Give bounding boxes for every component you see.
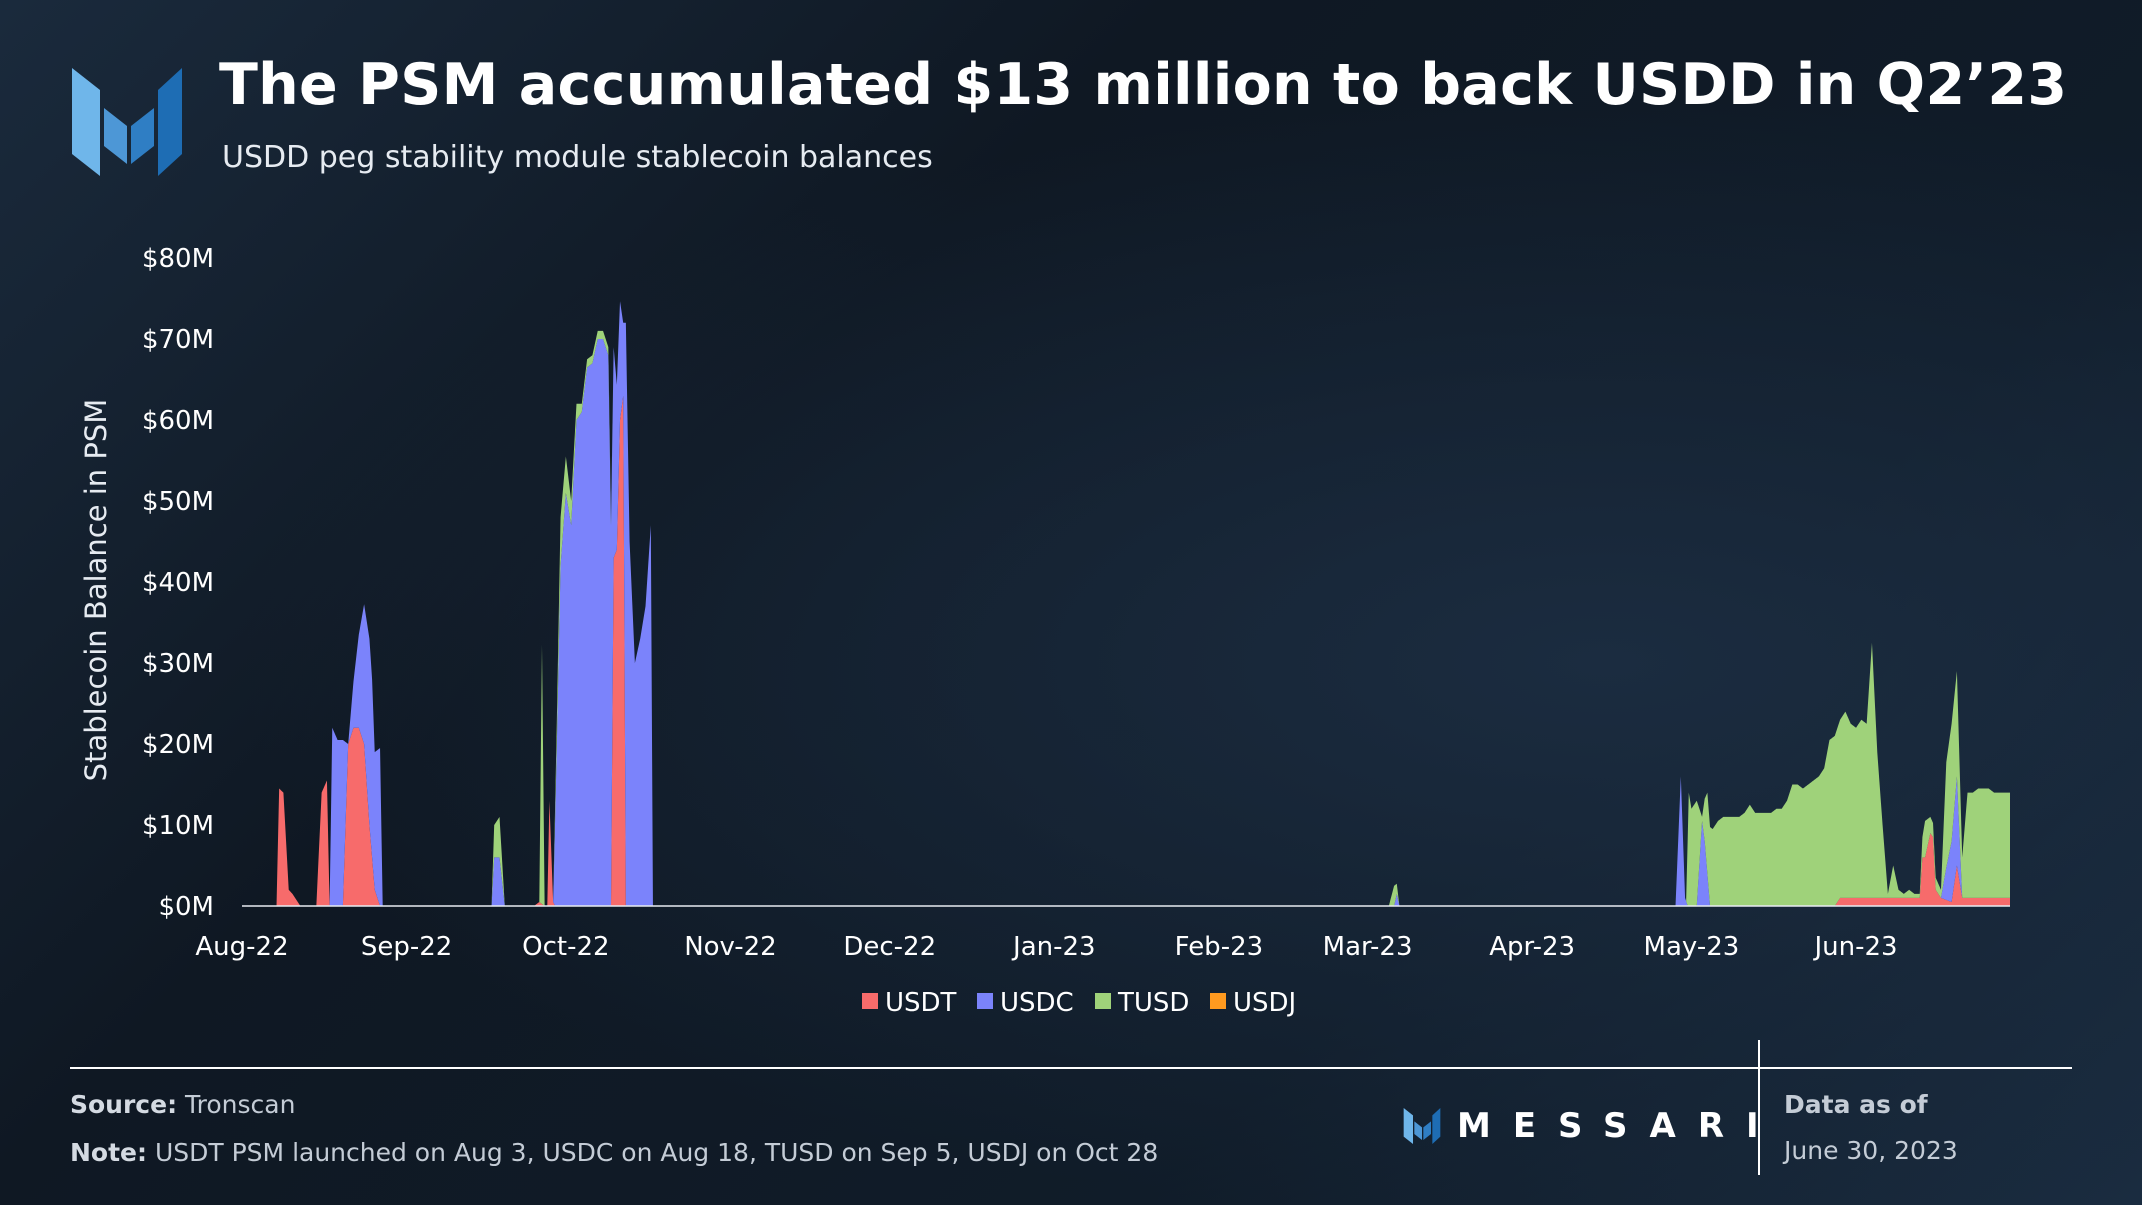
footer-divider xyxy=(70,1067,2072,1069)
chart-title: The PSM accumulated $13 million to back … xyxy=(219,52,2068,118)
x-tick-label: Sep-22 xyxy=(361,932,452,962)
y-tick-label: $70M xyxy=(142,325,214,355)
legend-label-tusd: TUSD xyxy=(1117,988,1189,1018)
y-axis-label: Stablecoin Balance in PSM xyxy=(79,399,113,782)
x-tick-label: May-23 xyxy=(1644,932,1740,962)
legend: USDT USDC TUSD USDJ xyxy=(862,988,1296,1018)
messari-logo-icon xyxy=(72,68,182,176)
x-tick-label: Nov-22 xyxy=(684,932,777,962)
x-axis-ticks: Aug-22 Sep-22 Oct-22 Nov-22 Dec-22 Jan-23 Feb-… xyxy=(195,932,1897,962)
x-tick-label: Aug-22 xyxy=(195,932,288,962)
legend-swatch-usdt xyxy=(862,993,878,1009)
legend-label-usdc: USDC xyxy=(1000,988,1074,1018)
chart-subtitle: USDD peg stability module stablecoin bal… xyxy=(222,140,933,175)
source-line: Source: Tronscan xyxy=(70,1090,295,1119)
data-as-of-date: June 30, 2023 xyxy=(1784,1136,1958,1165)
y-axis-ticks: $0M $10M $20M $30M $40M $50M $60M $70M $80M xyxy=(142,244,214,922)
x-tick-label: Feb-23 xyxy=(1175,932,1264,962)
note-value: USDT PSM launched on Aug 3, USDC on Aug … xyxy=(154,1138,1159,1167)
legend-label-usdj: USDJ xyxy=(1233,988,1296,1018)
note-label: Note: xyxy=(70,1138,148,1167)
x-tick-label: Mar-23 xyxy=(1323,932,1413,962)
source-label: Source: xyxy=(70,1090,178,1119)
y-tick-label: $40M xyxy=(142,568,214,598)
data-as-of-label: Data as of xyxy=(1784,1090,1928,1119)
legend-swatch-usdj xyxy=(1210,993,1226,1009)
x-tick-label: Dec-22 xyxy=(843,932,936,962)
area-series-tusd xyxy=(242,301,2010,906)
y-tick-label: $20M xyxy=(142,730,214,760)
footer-vertical-divider xyxy=(1758,1040,1760,1175)
note-line: Note: USDT PSM launched on Aug 3, USDC o… xyxy=(70,1138,1158,1167)
legend-swatch-tusd xyxy=(1095,993,1111,1009)
x-tick-label: Jan-23 xyxy=(1011,932,1096,962)
y-tick-label: $80M xyxy=(142,244,214,274)
legend-swatch-usdc xyxy=(977,993,993,1009)
x-tick-label: Oct-22 xyxy=(522,932,609,962)
y-tick-label: $60M xyxy=(142,406,214,436)
messari-mark-icon xyxy=(1403,1108,1441,1144)
legend-label-usdt: USDT xyxy=(885,988,957,1018)
y-tick-label: $10M xyxy=(142,811,214,841)
series-areas xyxy=(242,301,2010,906)
area-series-usdc xyxy=(242,301,2010,906)
y-tick-label: $50M xyxy=(142,487,214,517)
x-tick-label: Apr-23 xyxy=(1489,932,1575,962)
source-value: Tronscan xyxy=(185,1090,296,1119)
y-tick-label: $0M xyxy=(158,892,214,922)
messari-brand: MESSARI xyxy=(1403,1106,1781,1146)
brand-wordmark: MESSARI xyxy=(1457,1106,1781,1146)
x-tick-label: Jun-23 xyxy=(1812,932,1897,962)
y-tick-label: $30M xyxy=(142,649,214,679)
